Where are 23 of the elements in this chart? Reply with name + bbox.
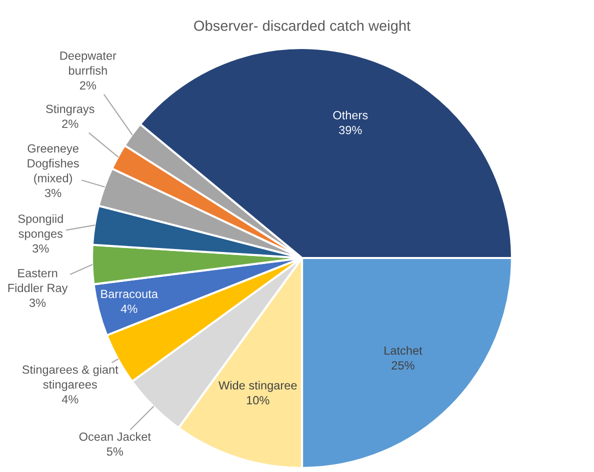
- slice-label: Others: [333, 110, 368, 120]
- slice-label: Eastern Fiddler Ray: [8, 269, 68, 294]
- data-label: 10%: [246, 396, 270, 404]
- slice-label: Greeneye Dogfishes (mixed): [28, 144, 79, 185]
- slice-label: Barracouta: [101, 290, 158, 298]
- slice-label: Ocean Jacket: [79, 432, 151, 441]
- data-label: 3%: [44, 188, 62, 198]
- slice-label: Wide stingaree: [218, 380, 297, 392]
- data-label: 25%: [392, 361, 414, 370]
- data-label: 5%: [106, 447, 124, 456]
- slice-label: Deepwater burrfish: [60, 52, 116, 75]
- data-label: 4%: [62, 395, 78, 404]
- slice-label: Stingrays: [46, 104, 94, 116]
- slice-label: Stingarees & giant stingarees: [22, 365, 118, 391]
- slice-label: Latchet: [384, 346, 422, 355]
- data-label: 3%: [29, 298, 46, 308]
- data-label: 4%: [120, 304, 138, 313]
- chart-title: Observer- discarded catch weight: [194, 20, 411, 34]
- data-label: 2%: [80, 81, 96, 90]
- data-label: 2%: [62, 120, 78, 128]
- slice-label: Spongiid sponges: [18, 214, 63, 240]
- data-label: 3%: [32, 244, 49, 253]
- data-label: 39%: [339, 126, 362, 134]
